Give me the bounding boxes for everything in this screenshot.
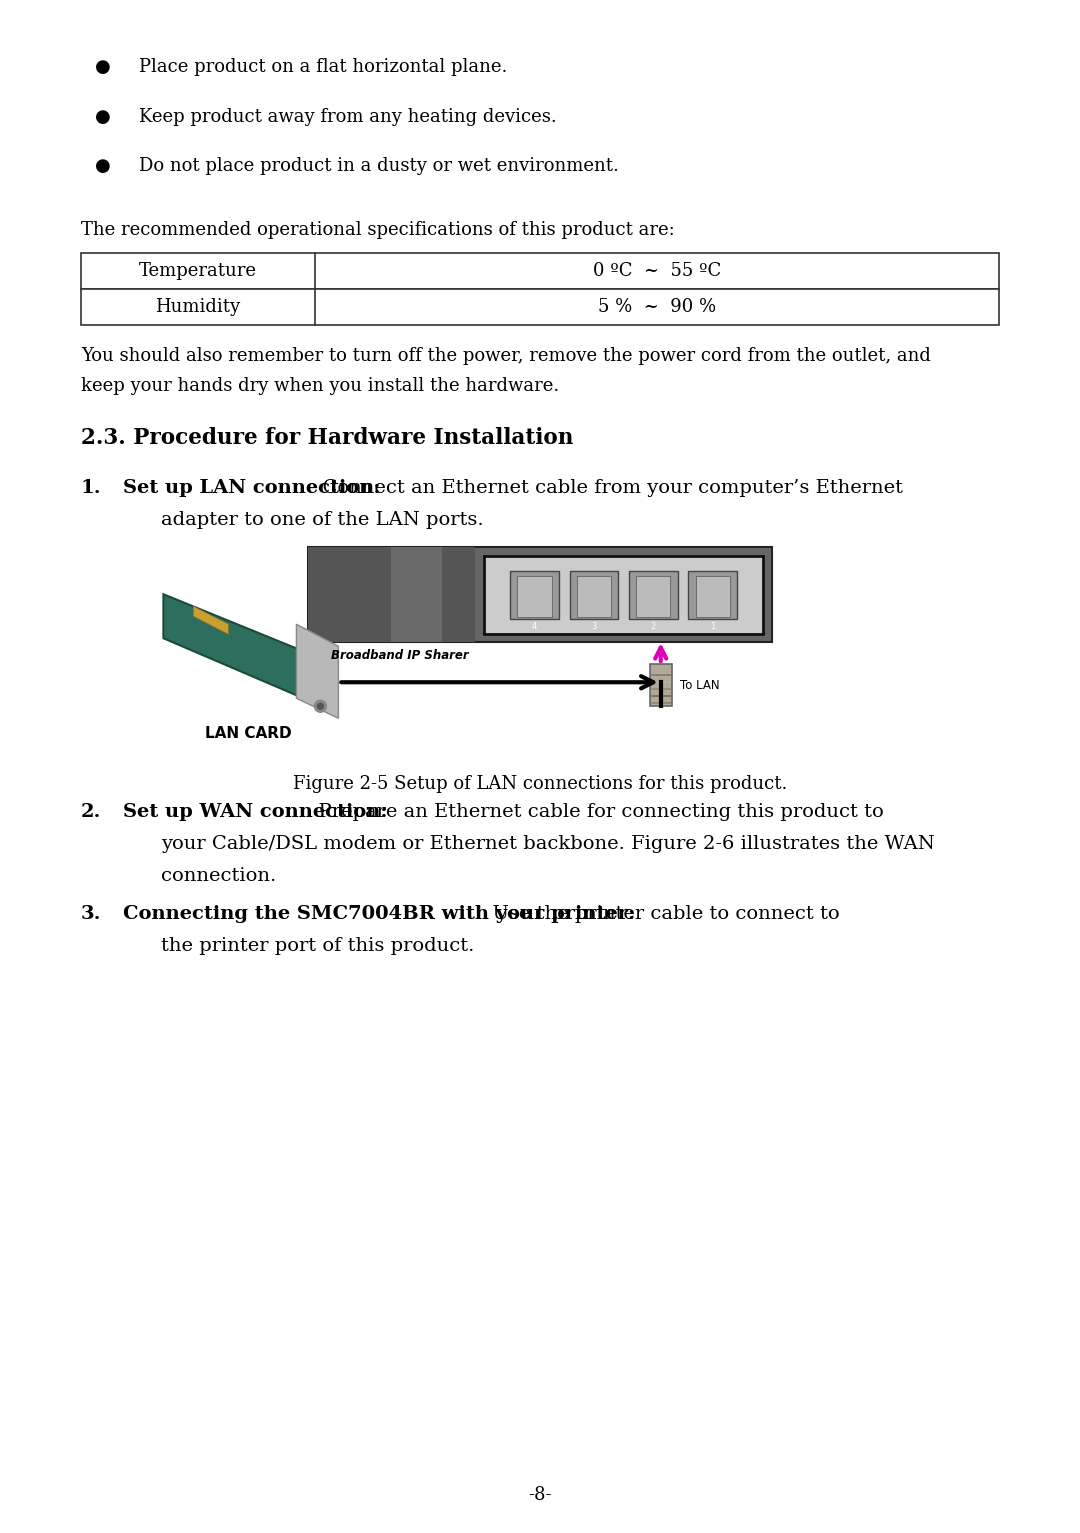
Bar	[308, 547, 475, 642]
Bar	[688, 572, 737, 619]
Bar	[569, 572, 618, 619]
Text: Prepare an Ethernet cable for connecting this product to: Prepare an Ethernet cable for connecting…	[306, 803, 883, 822]
Bar	[650, 664, 672, 707]
Bar	[636, 576, 671, 618]
Text: Broadband IP Sharer: Broadband IP Sharer	[330, 648, 469, 662]
Text: Place product on a flat horizontal plane.: Place product on a flat horizontal plane…	[139, 58, 508, 77]
Text: ●: ●	[95, 58, 111, 77]
Polygon shape	[163, 595, 303, 698]
Bar	[308, 547, 772, 642]
Circle shape	[314, 701, 326, 713]
Text: Connect an Ethernet cable from your computer’s Ethernet: Connect an Ethernet cable from your comp…	[310, 478, 903, 497]
Polygon shape	[296, 624, 338, 719]
Text: Connecting the SMC7004BR with your printer:: Connecting the SMC7004BR with your print…	[123, 904, 635, 923]
Text: 1.: 1.	[81, 478, 102, 497]
Text: 0 ºC  ~  55 ºC: 0 ºC ~ 55 ºC	[593, 262, 721, 281]
Text: Set up LAN connection:: Set up LAN connection:	[123, 478, 380, 497]
Text: Temperature: Temperature	[139, 262, 257, 281]
Text: Humidity: Humidity	[156, 297, 241, 316]
Bar	[517, 576, 552, 618]
Text: 3: 3	[591, 622, 596, 632]
Text: 5 %  ~  90 %: 5 % ~ 90 %	[598, 297, 716, 316]
Text: Do not place product in a dusty or wet environment.: Do not place product in a dusty or wet e…	[139, 158, 619, 175]
Text: LAN CARD: LAN CARD	[205, 727, 292, 742]
Text: -8-: -8-	[528, 1485, 552, 1504]
Text: ●: ●	[95, 107, 111, 126]
Text: Use the printer cable to connect to: Use the printer cable to connect to	[480, 904, 839, 923]
Text: ●: ●	[95, 158, 111, 175]
Text: adapter to one of the LAN ports.: adapter to one of the LAN ports.	[161, 510, 484, 529]
Text: 2: 2	[650, 622, 656, 632]
Text: 2.: 2.	[81, 803, 102, 822]
Polygon shape	[193, 606, 228, 635]
Bar	[510, 572, 559, 619]
Bar	[629, 572, 677, 619]
Text: Figure 2-5 Setup of LAN connections for this product.: Figure 2-5 Setup of LAN connections for …	[293, 776, 787, 793]
Text: connection.: connection.	[161, 868, 276, 885]
Text: Set up WAN connection:: Set up WAN connection:	[123, 803, 388, 822]
Text: To LAN: To LAN	[679, 679, 719, 691]
Text: 2.3. Procedure for Hardware Installation: 2.3. Procedure for Hardware Installation	[81, 428, 573, 449]
Text: 4: 4	[532, 622, 537, 632]
Text: The recommended operational specifications of this product are:: The recommended operational specificatio…	[81, 221, 675, 239]
Bar	[696, 576, 730, 618]
Text: the printer port of this product.: the printer port of this product.	[161, 937, 474, 955]
Text: Keep product away from any heating devices.: Keep product away from any heating devic…	[139, 107, 557, 126]
Bar	[577, 576, 611, 618]
Text: 1: 1	[710, 622, 715, 632]
Bar	[391, 547, 442, 642]
Bar	[81, 253, 999, 290]
Bar	[81, 290, 999, 325]
Text: 3.: 3.	[81, 904, 102, 923]
Text: keep your hands dry when you install the hardware.: keep your hands dry when you install the…	[81, 377, 559, 396]
Bar	[484, 555, 762, 633]
Circle shape	[318, 704, 323, 710]
Text: your Cable/DSL modem or Ethernet backbone. Figure 2-6 illustrates the WAN: your Cable/DSL modem or Ethernet backbon…	[161, 835, 935, 852]
Text: You should also remember to turn off the power, remove the power cord from the o: You should also remember to turn off the…	[81, 346, 931, 365]
